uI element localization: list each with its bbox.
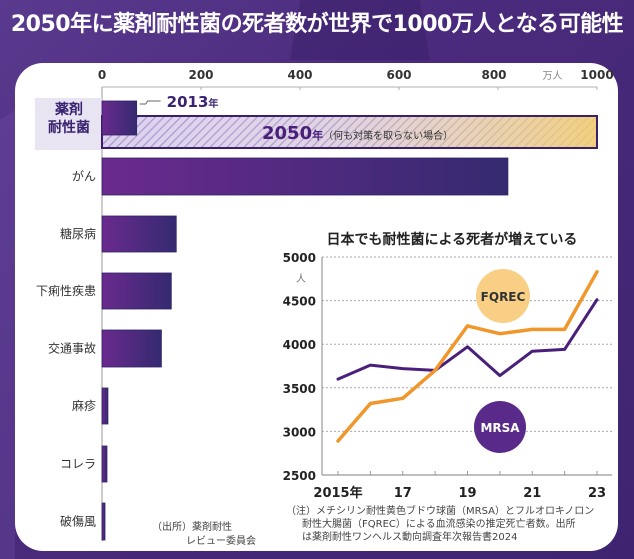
bar-7 [101, 445, 108, 483]
x-tick-label: 0 [98, 68, 106, 82]
note-line: （注）メチシリン耐性黄色ブドウ球菌（MRSA）とフルオロキノロン [286, 504, 594, 517]
fqrec-label: FQREC [481, 290, 526, 304]
x-tick-label: 600 [386, 68, 411, 82]
bar-8 [101, 502, 106, 541]
projection-bar [101, 115, 598, 149]
line-chart-title: 日本でも耐性菌による死者が増えている [327, 231, 578, 248]
source-line: （出所）薬剤耐性 [152, 520, 232, 533]
y-unit-label: 人 [296, 273, 306, 285]
y-tick-label: 4000 [283, 338, 316, 352]
line-chart: 日本でも耐性菌による死者が増えている 2500 3000 3500 4000 4500 50… [283, 231, 612, 543]
category-label: がん [72, 169, 96, 184]
bar-3 [101, 215, 177, 253]
line-x-tick-label: 17 [394, 486, 412, 501]
projection-note: （何も対策を取らない場合） [323, 129, 453, 142]
bar-5 [101, 329, 162, 368]
source-line: レビュー委員会 [186, 534, 256, 547]
bar-chart: 0 200 400 600 800 1000万人2050年（何も対策を取らない場合）薬剤耐… [35, 68, 614, 547]
x-tick-label: 200 [188, 68, 213, 82]
y-tick-label: 2500 [283, 469, 316, 483]
bar-4 [101, 272, 172, 310]
category-label: 薬剤 [55, 101, 83, 118]
category-label: 糖尿病 [60, 226, 96, 241]
line-x-tick-label: 19 [458, 486, 476, 501]
category-label: 破傷風 [60, 514, 96, 529]
x-tick-label: 800 [481, 68, 506, 82]
y-tick-label: 5000 [283, 251, 316, 265]
mrsa-line [336, 298, 599, 381]
note-line: は薬剤耐性ワンヘルス動向調査年次報告書2024 [302, 530, 517, 543]
x-tick-label: 400 [287, 68, 312, 82]
mrsa-bubble [474, 401, 526, 453]
main-title: 2050年に薬剤耐性菌の死者数が世界で1000万人となる可能性 [10, 12, 624, 37]
y-tick-label: 3000 [283, 425, 316, 439]
bar-1 [101, 100, 138, 136]
mrsa-label: MRSA [480, 421, 520, 435]
y-tick-label: 4500 [283, 295, 316, 309]
line-x-tick-label: 2015年 [313, 485, 362, 501]
baseline-label: 2013年 [167, 93, 219, 111]
category-label: 下痢性疾患 [36, 283, 96, 298]
highlight-background [35, 98, 102, 150]
category-label: 麻疹 [72, 398, 96, 413]
bar-2 [101, 157, 509, 196]
baseline-year-suffix: 年 [208, 97, 218, 110]
line-x-tick-label: 21 [523, 486, 541, 501]
x-unit-label: 万人 [542, 70, 562, 82]
line-x-tick-label: 23 [588, 486, 606, 501]
baseline-connector [139, 100, 161, 105]
bar-6 [101, 387, 109, 425]
category-label: 交通事故 [48, 341, 96, 356]
fqrec-bubble [476, 269, 530, 323]
note-line: 耐性大腸菌（FQREC）による血流感染の推定死亡者数。出所 [302, 517, 576, 530]
y-tick-label: 3500 [283, 382, 316, 396]
projection-label: 2050年（何も対策を取らない場合） [262, 123, 453, 144]
baseline-year: 2013 [167, 93, 209, 111]
projection-year: 2050 [262, 123, 312, 144]
x-tick-label: 1000 [580, 68, 613, 82]
fqrec-line [336, 270, 599, 443]
projection-year-suffix: 年 [312, 128, 323, 142]
category-label: 耐性菌 [48, 119, 90, 136]
category-label: コレラ [60, 457, 96, 471]
